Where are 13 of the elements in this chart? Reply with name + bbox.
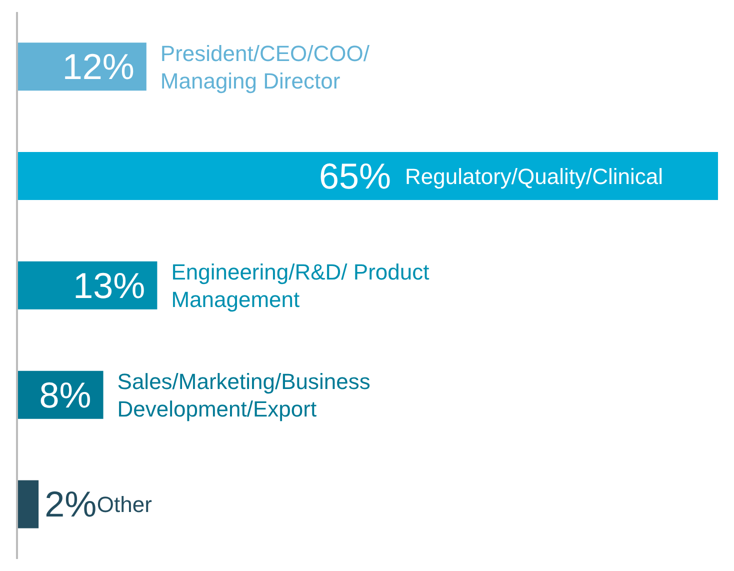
data-label: 2% (44, 484, 97, 525)
bar (17, 261, 158, 310)
bar (17, 152, 718, 200)
bar (17, 480, 39, 528)
y-tick-label: Other (96, 492, 152, 517)
data-label: 65% (318, 156, 391, 197)
y-tick-label: President/CEO/COO/ Managing Director (160, 40, 370, 93)
y-tick-label: Regulatory/Quality/Clinical (405, 164, 663, 189)
data-label: 13% (73, 264, 146, 306)
y-tick-label: Engineering/R&D/ Product Management (171, 259, 430, 312)
data-label: 12% (62, 46, 134, 88)
y-tick-label: Sales/Marketing/Business Development/Export (117, 368, 370, 422)
data-label: 8% (39, 374, 92, 416)
